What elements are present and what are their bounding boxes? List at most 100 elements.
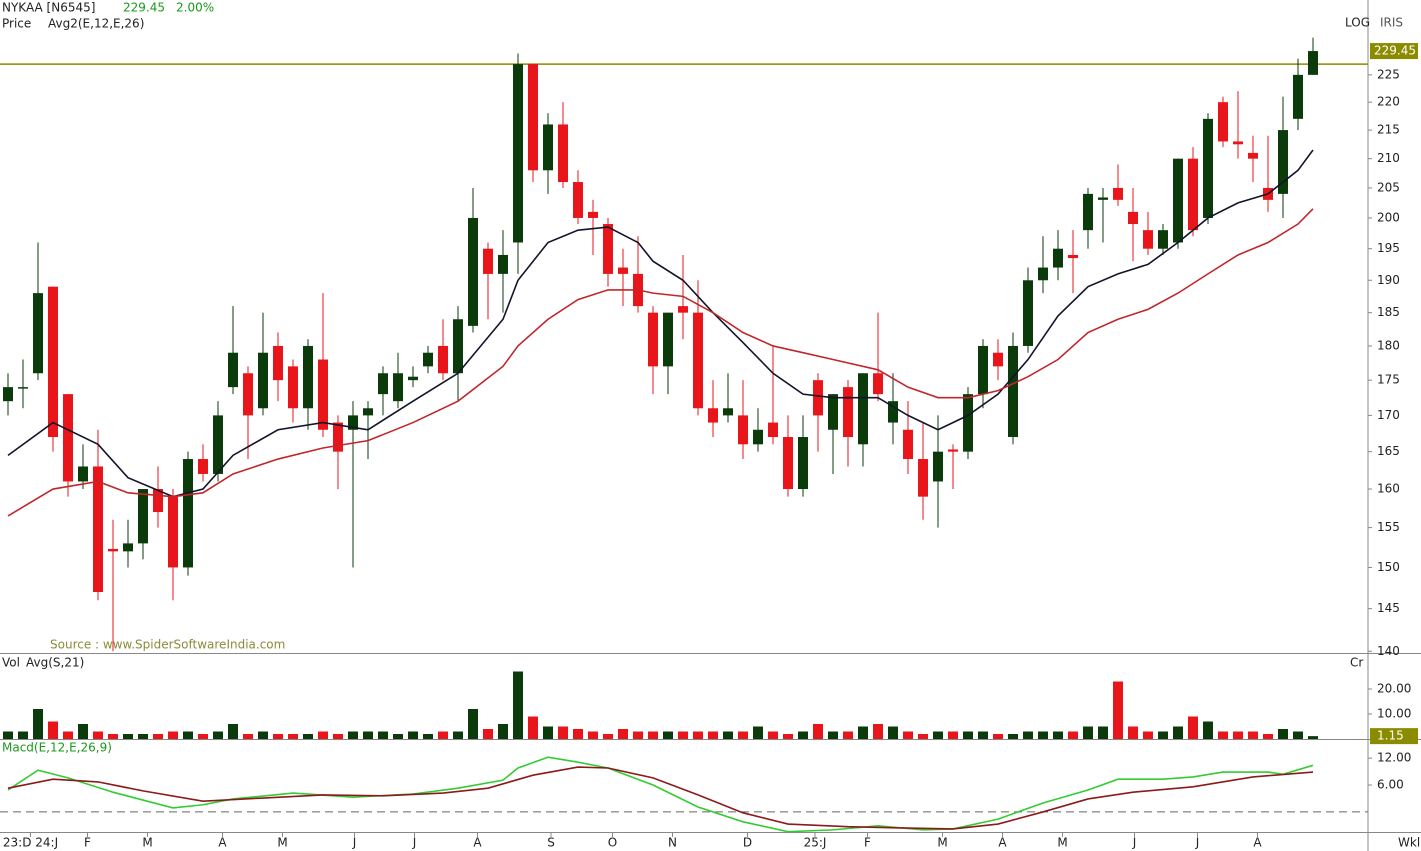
candle-body	[1248, 152, 1258, 159]
volume-tag	[1370, 728, 1418, 745]
candle-body	[453, 319, 463, 374]
volume-bar	[363, 731, 373, 739]
candle-body	[348, 415, 358, 430]
volume-bar	[543, 726, 553, 739]
volume-bar	[858, 726, 868, 739]
candle-body	[648, 312, 658, 367]
candle-body	[3, 387, 13, 402]
volume-bar	[678, 731, 688, 739]
candle-body	[393, 373, 403, 402]
x-tick-label: 25:J	[804, 836, 827, 850]
volume-bar	[1278, 729, 1288, 739]
x-tick-label: J	[412, 836, 417, 850]
volume-bar	[78, 724, 88, 739]
volume-bar	[723, 731, 733, 739]
y-tick-label: 170	[1377, 408, 1400, 422]
candle-body	[903, 429, 913, 460]
scale-mode: IRIS	[1380, 16, 1403, 30]
candle-body	[138, 489, 148, 544]
volume-bar	[1128, 726, 1138, 739]
volume-bar	[423, 734, 433, 739]
moving-average	[7, 208, 1314, 517]
candle-body	[303, 345, 313, 409]
volume-bar	[573, 729, 583, 739]
scale-label: LOG	[1345, 16, 1370, 30]
volume-bar	[993, 734, 1003, 739]
y-tick-label: 215	[1377, 123, 1400, 137]
volume-bar	[1203, 721, 1213, 739]
period: Wkl	[1398, 836, 1420, 850]
macd-line	[7, 766, 1314, 830]
x-tick-label: D	[743, 836, 752, 850]
volume-bar	[213, 731, 223, 739]
candle-body	[993, 352, 1003, 367]
y-tick-label: 200	[1377, 210, 1400, 224]
volume-bar	[1233, 731, 1243, 739]
candle-body	[768, 422, 778, 438]
candle-body	[933, 451, 943, 482]
change: 2.00%	[176, 1, 214, 15]
volume-bar	[1038, 731, 1048, 739]
candle-body	[108, 548, 118, 552]
candle-body	[948, 449, 958, 452]
candle-body	[1293, 74, 1303, 119]
candle-body	[1203, 118, 1213, 218]
volume-bar	[123, 734, 133, 739]
candle-body	[558, 124, 568, 183]
volume-bar	[1158, 731, 1168, 739]
volume-bar	[768, 731, 778, 739]
volume-bar	[588, 731, 598, 739]
volume-bar	[1218, 731, 1228, 739]
volume-bar	[198, 734, 208, 739]
volume-bar	[168, 731, 178, 739]
candle-body	[228, 352, 238, 388]
candle-body	[678, 306, 688, 313]
candle-body	[963, 394, 973, 452]
candle-body	[1188, 158, 1198, 231]
y-tick-label: 210	[1377, 151, 1400, 165]
candle-body	[918, 459, 928, 497]
volume-bar	[1308, 736, 1318, 739]
candle-body	[183, 459, 193, 568]
volume-bar	[243, 734, 253, 739]
volume-bar	[348, 731, 358, 739]
candle-body	[423, 352, 433, 367]
candle-body	[843, 387, 853, 438]
volume-bar	[933, 731, 943, 739]
volume-bar	[513, 671, 523, 739]
volume-bar	[153, 734, 163, 739]
volume-unit: Cr	[1350, 656, 1363, 670]
x-tick-label: M	[142, 836, 152, 850]
volume-indicator: Avg(S,21)	[26, 656, 84, 670]
volume-bar	[873, 724, 883, 739]
volume-label: Vol	[2, 656, 20, 670]
volume-bar	[273, 734, 283, 739]
candle-body	[693, 312, 703, 409]
volume-bar	[138, 734, 148, 739]
x-tick-label: S	[547, 836, 555, 850]
volume-bar	[108, 734, 118, 739]
volume-bar	[303, 734, 313, 739]
volume-bar	[378, 731, 388, 739]
y-tick-label: 225	[1377, 67, 1400, 81]
volume-bar	[18, 731, 28, 739]
candle-body	[408, 376, 418, 381]
volume-tag-label: 1.15	[1377, 729, 1404, 743]
x-tick-label: J	[1195, 836, 1200, 850]
volume-bar	[318, 731, 328, 739]
candle-body	[1083, 193, 1093, 231]
candle-body	[888, 401, 898, 423]
macd-label: Macd(E,12,E,26,9)	[2, 741, 112, 755]
candle-body	[363, 408, 373, 416]
candle-body	[153, 489, 163, 513]
candle-body	[93, 466, 103, 592]
y-tick-label: 195	[1377, 241, 1400, 255]
volume-bar	[1008, 734, 1018, 739]
volume-bar	[1053, 731, 1063, 739]
candle-body	[1173, 158, 1183, 243]
volume-bar	[63, 731, 73, 739]
volume-bar	[633, 731, 643, 739]
volume-bar	[3, 731, 13, 739]
price-label: Price	[2, 17, 31, 31]
